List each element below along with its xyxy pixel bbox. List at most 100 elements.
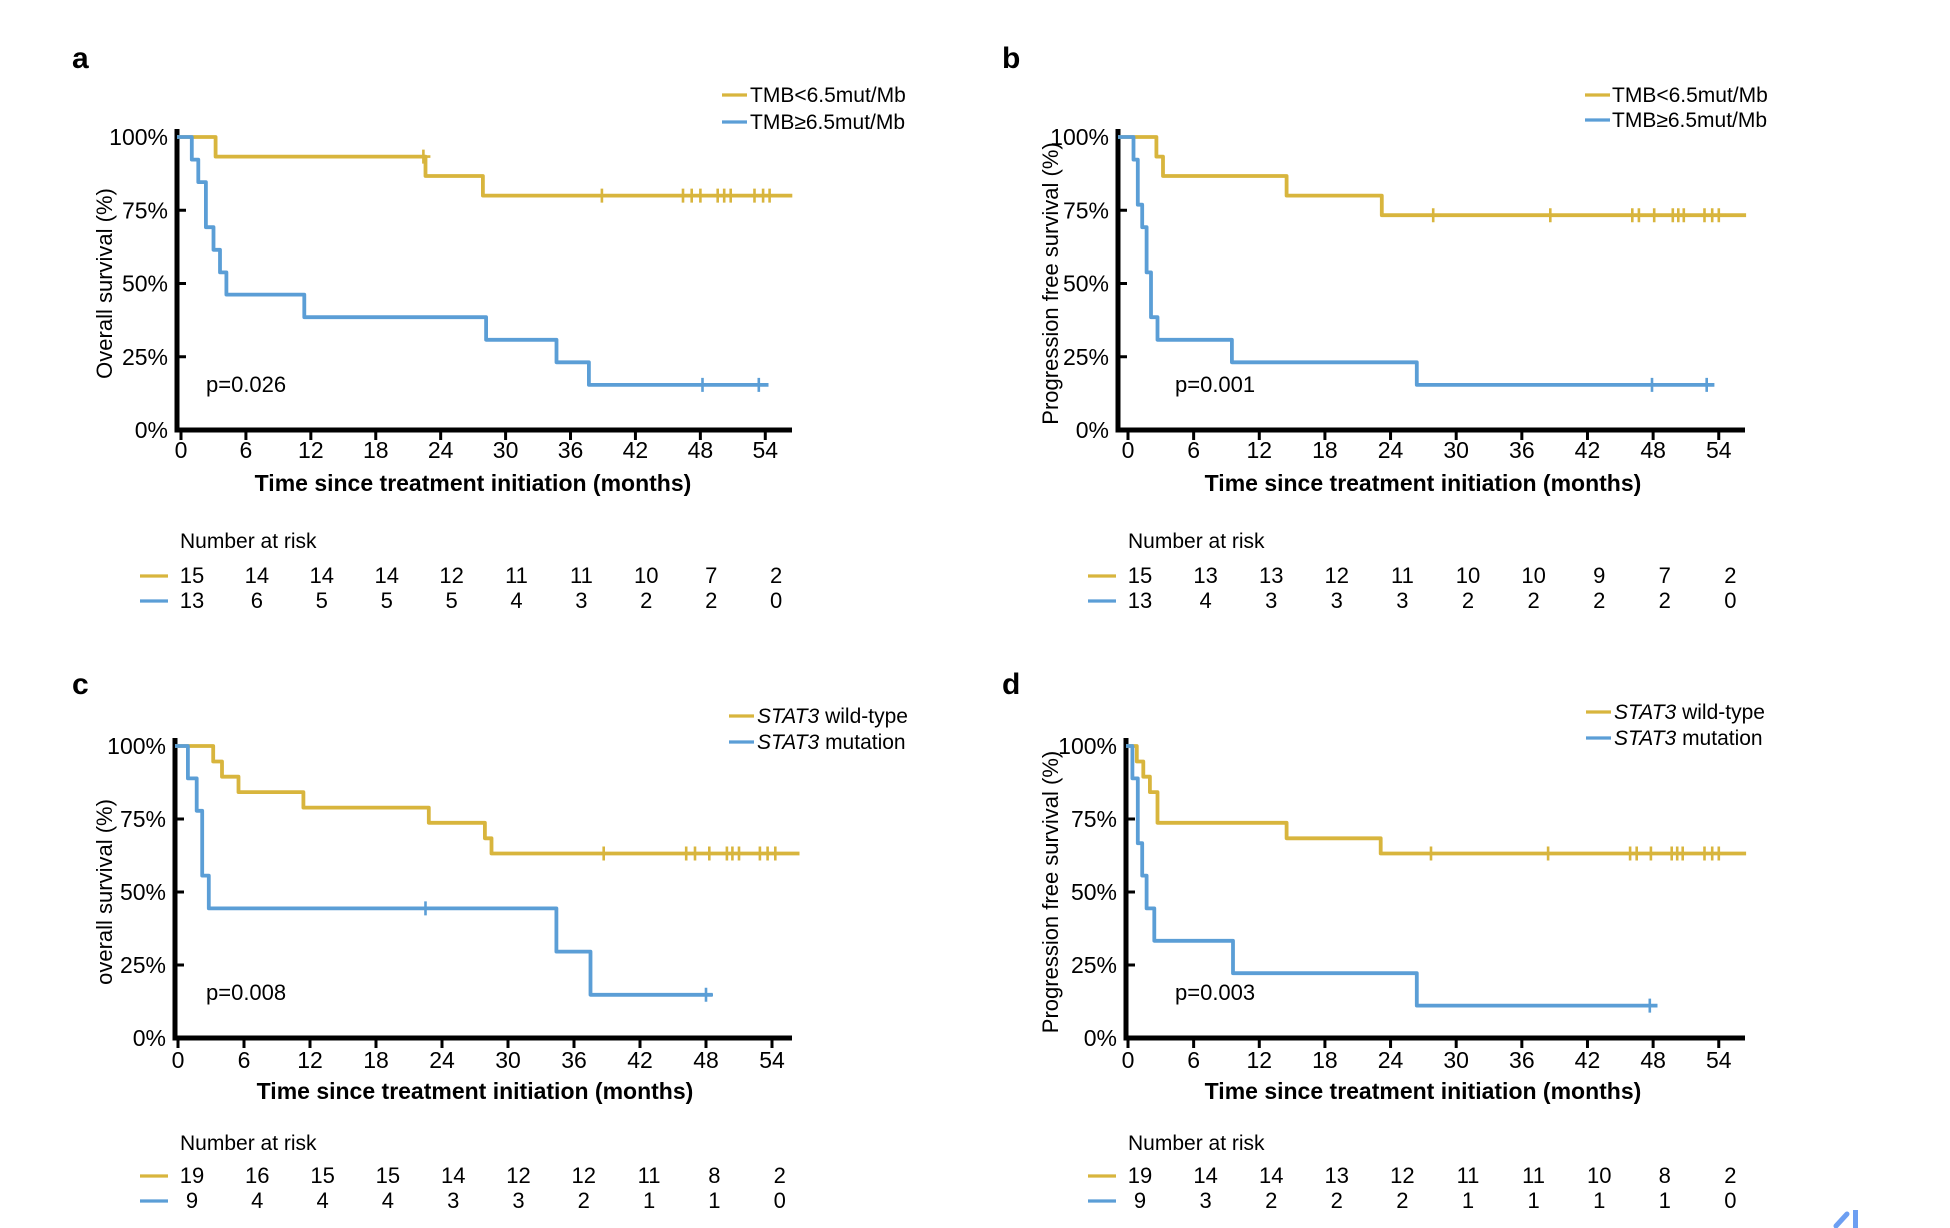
x-tick-label: 48 bbox=[693, 1047, 719, 1073]
x-tick-label: 30 bbox=[493, 437, 519, 463]
risk-count: 2 bbox=[1724, 1163, 1736, 1188]
legend-label: STAT3 wild-type bbox=[1614, 701, 1765, 724]
risk-count: 9 bbox=[1134, 1188, 1146, 1213]
x-tick-label: 42 bbox=[1575, 1047, 1601, 1073]
legend-label: STAT3 wild-type bbox=[757, 705, 908, 728]
risk-count: 4 bbox=[251, 1188, 263, 1213]
risk-count: 14 bbox=[245, 563, 269, 588]
panel-label-c: c bbox=[72, 668, 89, 701]
risk-count: 13 bbox=[1193, 563, 1217, 588]
risk-count: 10 bbox=[1456, 563, 1480, 588]
x-tick-label: 24 bbox=[428, 437, 454, 463]
x-tick-label: 30 bbox=[1443, 1047, 1469, 1073]
risk-count: 14 bbox=[1259, 1163, 1283, 1188]
legend-label: STAT3 mutation bbox=[1614, 727, 1763, 750]
y-tick-label: 50% bbox=[120, 879, 166, 905]
km-curve-1 bbox=[1118, 135, 1715, 387]
censor-marks-1 bbox=[695, 377, 766, 392]
risk-count: 3 bbox=[1396, 588, 1408, 613]
risk-count: 1 bbox=[1659, 1188, 1671, 1213]
risk-count: 2 bbox=[1593, 588, 1605, 613]
risk-count: 12 bbox=[506, 1163, 530, 1188]
x-tick-label: 6 bbox=[238, 1047, 251, 1073]
x-axis-title: Time since treatment initiation (months) bbox=[1205, 1078, 1642, 1104]
risk-count: 2 bbox=[1527, 588, 1539, 613]
risk-count: 1 bbox=[1593, 1188, 1605, 1213]
x-tick-label: 6 bbox=[1187, 1047, 1200, 1073]
risk-count: 11 bbox=[638, 1163, 661, 1188]
risk-count: 3 bbox=[447, 1188, 459, 1213]
risk-count: 14 bbox=[1193, 1163, 1217, 1188]
km-curve-0 bbox=[175, 744, 800, 856]
risk-table-title: Number at risk bbox=[1128, 1132, 1265, 1155]
p-value-label: p=0.008 bbox=[206, 980, 286, 1005]
risk-count: 12 bbox=[572, 1163, 596, 1188]
y-tick-label: 25% bbox=[122, 344, 168, 370]
km-curve-1 bbox=[177, 135, 769, 387]
risk-count: 11 bbox=[570, 563, 593, 588]
risk-count: 2 bbox=[1724, 563, 1736, 588]
x-tick-label: 6 bbox=[240, 437, 253, 463]
risk-count: 4 bbox=[316, 1188, 328, 1213]
corner-artifact bbox=[1833, 1210, 1858, 1228]
p-value-label: p=0.026 bbox=[206, 372, 286, 397]
censor-marks-0 bbox=[596, 846, 783, 861]
y-tick-label: 100% bbox=[1050, 124, 1109, 150]
p-value-label: p=0.003 bbox=[1175, 980, 1255, 1005]
risk-count: 11 bbox=[1391, 563, 1414, 588]
risk-count: 15 bbox=[310, 1163, 334, 1188]
risk-count: 3 bbox=[512, 1188, 524, 1213]
censor-marks-1 bbox=[418, 901, 713, 1002]
risk-count: 8 bbox=[708, 1163, 720, 1188]
x-axis-title: Time since treatment initiation (months) bbox=[1205, 470, 1642, 496]
risk-count: 6 bbox=[251, 588, 263, 613]
risk-count: 2 bbox=[578, 1188, 590, 1213]
risk-count: 15 bbox=[1128, 563, 1152, 588]
km-curve-0 bbox=[1126, 744, 1747, 856]
risk-count: 2 bbox=[770, 563, 782, 588]
x-tick-label: 54 bbox=[759, 1047, 785, 1073]
risk-count: 16 bbox=[245, 1163, 269, 1188]
risk-count: 4 bbox=[382, 1188, 394, 1213]
legend-label: TMB<6.5mut/Mb bbox=[750, 84, 906, 107]
x-tick-label: 18 bbox=[363, 1047, 389, 1073]
km-curve-1 bbox=[175, 744, 713, 997]
panel-label-d: d bbox=[1002, 668, 1020, 701]
risk-count: 3 bbox=[1199, 1188, 1211, 1213]
x-tick-label: 12 bbox=[1246, 437, 1272, 463]
risk-count: 3 bbox=[575, 588, 587, 613]
axes bbox=[1123, 738, 1745, 1048]
x-tick-label: 12 bbox=[298, 437, 324, 463]
x-tick-label: 18 bbox=[1312, 1047, 1338, 1073]
risk-count: 2 bbox=[1659, 588, 1671, 613]
x-axis-title: Time since treatment initiation (months) bbox=[255, 470, 692, 496]
y-tick-label: 75% bbox=[1071, 806, 1117, 832]
x-tick-label: 48 bbox=[1640, 437, 1666, 463]
x-tick-label: 0 bbox=[175, 437, 188, 463]
risk-count: 0 bbox=[1724, 1188, 1736, 1213]
risk-count: 4 bbox=[1199, 588, 1211, 613]
risk-count: 11 bbox=[505, 563, 528, 588]
risk-count: 5 bbox=[445, 588, 457, 613]
x-tick-label: 54 bbox=[1706, 437, 1732, 463]
risk-count: 4 bbox=[510, 588, 522, 613]
risk-count: 3 bbox=[1265, 588, 1277, 613]
risk-count: 0 bbox=[774, 1188, 786, 1213]
censor-marks-0 bbox=[1424, 846, 1726, 861]
risk-count: 2 bbox=[640, 588, 652, 613]
risk-count: 0 bbox=[770, 588, 782, 613]
legend-label: TMB≥6.5mut/Mb bbox=[750, 111, 905, 134]
y-tick-label: 50% bbox=[1071, 879, 1117, 905]
x-tick-label: 24 bbox=[1378, 437, 1404, 463]
y-axis-title: overall survival (%) bbox=[92, 799, 117, 985]
risk-count: 1 bbox=[708, 1188, 720, 1213]
axes bbox=[172, 738, 792, 1048]
x-tick-label: 12 bbox=[297, 1047, 323, 1073]
y-tick-label: 0% bbox=[1084, 1025, 1117, 1051]
